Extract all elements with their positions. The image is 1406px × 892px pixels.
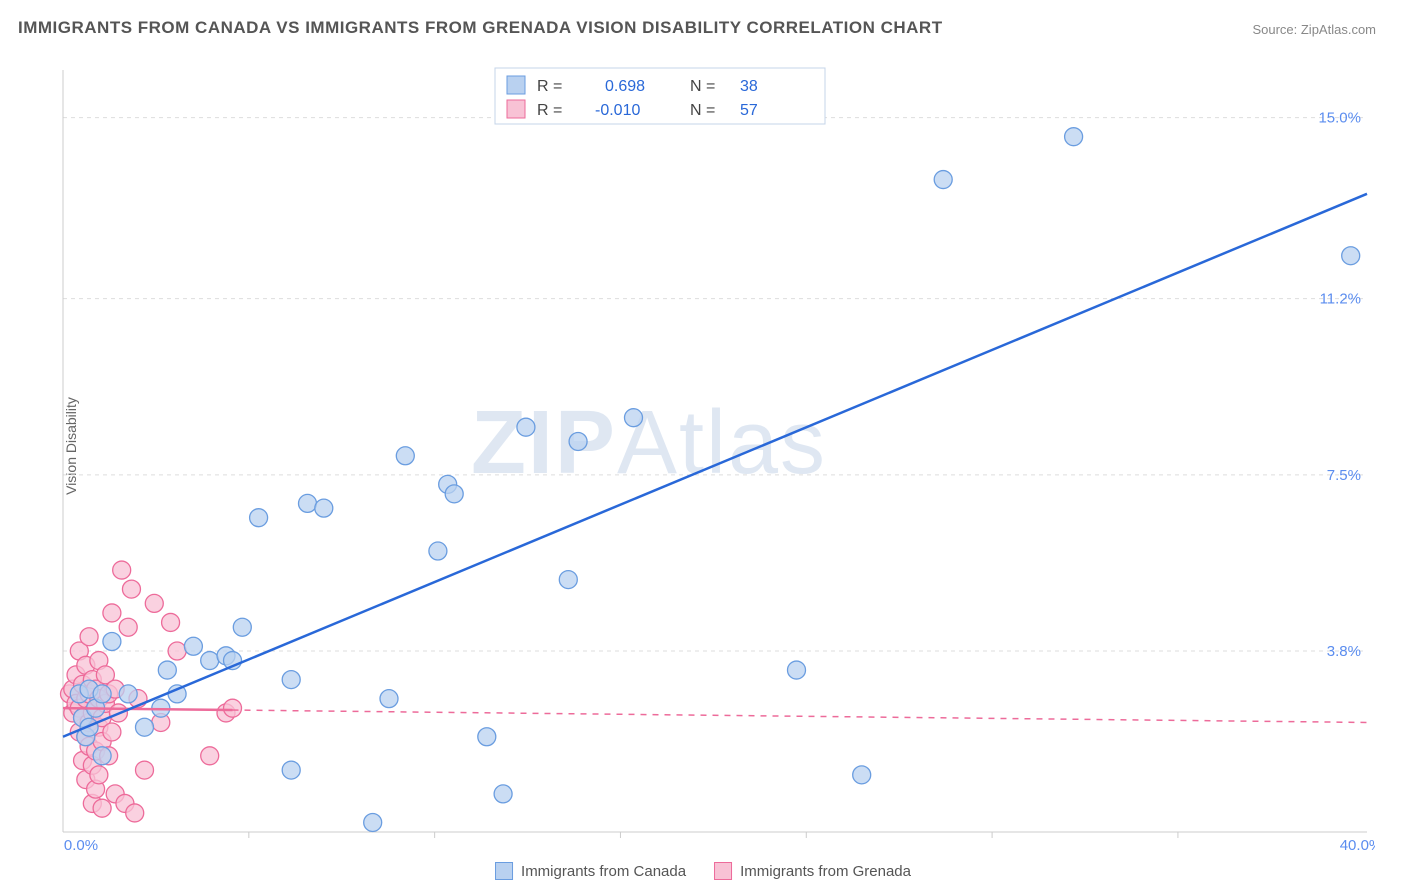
legend-label-grenada: Immigrants from Grenada (740, 863, 911, 880)
svg-text:0.698: 0.698 (605, 78, 645, 95)
svg-text:38: 38 (740, 78, 758, 95)
plot-area: ZIPAtlas 3.8% 7.5% 11.2% 15.0% 0.0% 40.0% R = 0.… (55, 62, 1375, 852)
svg-text:57: 57 (740, 102, 758, 119)
legend-label-canada: Immigrants from Canada (521, 863, 686, 880)
svg-text:11.2%: 11.2% (1320, 291, 1361, 308)
legend-item-canada: Immigrants from Canada (495, 862, 686, 880)
legend-bottom: Immigrants from Canada Immigrants from G… (495, 862, 911, 880)
svg-text:N =: N = (690, 78, 715, 95)
svg-text:15.0%: 15.0% (1318, 110, 1361, 127)
legend-swatch-canada (495, 862, 513, 880)
legend-item-grenada: Immigrants from Grenada (714, 862, 911, 880)
svg-text:R =: R = (537, 102, 562, 119)
svg-text:R =: R = (537, 78, 562, 95)
chart-source: Source: ZipAtlas.com (1252, 22, 1376, 37)
chart-title: IMMIGRANTS FROM CANADA VS IMMIGRANTS FRO… (18, 18, 943, 38)
svg-text:0.0%: 0.0% (64, 837, 98, 852)
scatter-chart: ZIPAtlas 3.8% 7.5% 11.2% 15.0% 0.0% 40.0% R = 0.… (55, 62, 1375, 852)
svg-text:ZIPAtlas: ZIPAtlas (471, 393, 827, 493)
svg-text:N =: N = (690, 102, 715, 119)
svg-text:7.5%: 7.5% (1327, 467, 1361, 484)
svg-text:-0.010: -0.010 (595, 102, 640, 119)
legend-swatch-grenada (714, 862, 732, 880)
svg-text:40.0%: 40.0% (1340, 837, 1375, 852)
svg-text:3.8%: 3.8% (1327, 643, 1361, 660)
